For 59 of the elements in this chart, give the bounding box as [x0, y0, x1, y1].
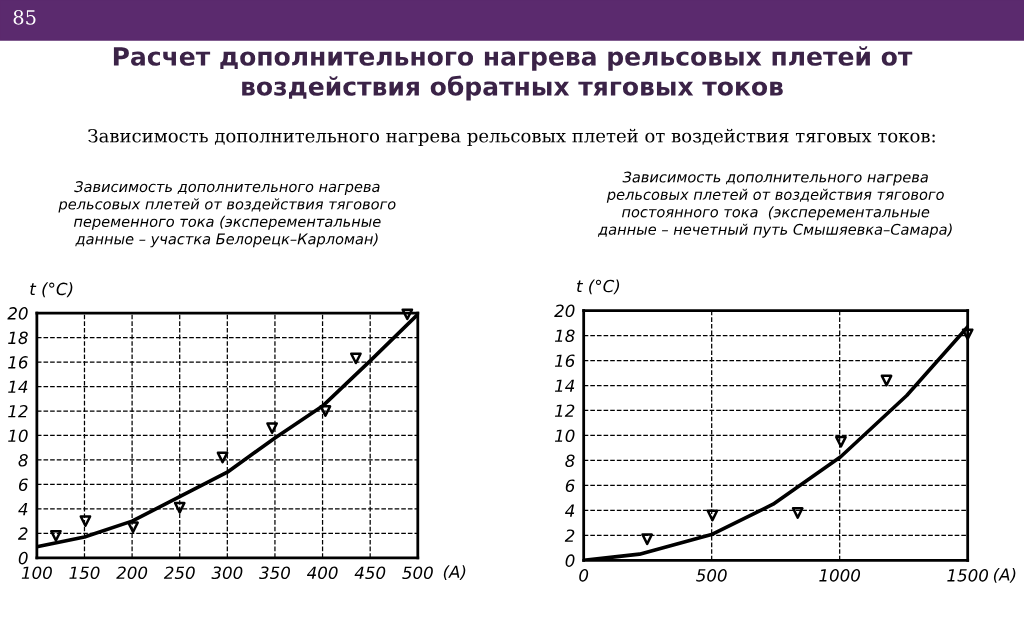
text: Расчет дополнительного нагрева рельсовых плетей от воздействия обратных тяговых токов	[113, 46, 913, 101]
text: Зависимость дополнительного нагрева рельсовых плетей от воздействия тяговых токов:	[88, 128, 935, 147]
y-tick-label: 4	[18, 503, 28, 516]
y-tick-label: 8	[18, 453, 28, 467]
y-axis-title: t (°C)	[30, 282, 73, 298]
x-tick-label: 500	[696, 569, 727, 582]
point	[791, 507, 804, 519]
point	[641, 533, 654, 546]
x-tick-label: 100	[21, 566, 52, 580]
chart-title: Зависимость дополнительного нагрева рельсовых плетей от воздействия тягового постоянного тока (эксперементальные данные – нечетный путь Смышяевка–Самара)	[597, 171, 952, 238]
y-tick-label: 12	[8, 404, 28, 418]
point	[401, 308, 414, 321]
point	[173, 501, 186, 514]
y-tick-label: 6	[18, 478, 28, 491]
point	[349, 352, 362, 365]
y-tick-label: 8	[565, 454, 575, 468]
y-tick-label: 18	[8, 331, 28, 345]
x-axis-title: (A)	[443, 565, 466, 581]
x-tick-label: 500	[402, 566, 433, 580]
x-tick-label: 1000	[819, 569, 861, 582]
y-tick-label: 6	[565, 479, 575, 493]
y-tick-label: 14	[8, 380, 28, 393]
y-tick-label: 20	[554, 304, 575, 318]
x-tick-label: 350	[259, 566, 291, 580]
y-tick-label: 16	[8, 356, 28, 369]
point	[961, 328, 974, 341]
y-tick-label: 16	[554, 354, 575, 368]
y-tick-label: 4	[565, 504, 575, 517]
point	[50, 529, 62, 542]
y-tick-label: 10	[554, 429, 575, 443]
point	[216, 451, 229, 464]
x-tick-label: 200	[116, 566, 148, 580]
point	[706, 509, 719, 522]
y-axis-title: t (°C)	[577, 279, 620, 295]
x-tick-label: 300	[211, 566, 243, 580]
y-tick-label: 18	[554, 329, 575, 343]
y-tick-label: 0	[18, 551, 28, 565]
y-tick-label: 20	[7, 307, 28, 320]
point	[835, 435, 847, 448]
y-tick-label: 14	[554, 379, 575, 392]
x-tick-label: 450	[354, 566, 386, 580]
chart-title: Зависимость дополнительного нагрева рельсовых плетей от воздействия тягового переменного тока (эксперементальные данные – участка Белорецк–Карломан)	[58, 181, 396, 248]
point	[127, 521, 139, 534]
x-tick-label: 150	[69, 566, 100, 580]
text: 85	[13, 9, 36, 25]
point	[266, 422, 278, 435]
point	[880, 374, 893, 387]
x-tick-label: 400	[306, 566, 338, 580]
y-tick-label: 2	[17, 527, 28, 540]
point	[79, 515, 92, 528]
x-axis-title: (A)	[993, 567, 1016, 583]
point	[319, 405, 332, 417]
y-tick-label: 12	[554, 404, 575, 417]
x-tick-label: 1500	[947, 569, 989, 582]
y-tick-label: 2	[564, 529, 575, 542]
y-tick-label: 10	[8, 429, 28, 443]
x-tick-label: 250	[163, 566, 195, 580]
y-tick-label: 0	[565, 554, 575, 567]
x-tick-label: 0	[579, 569, 589, 582]
